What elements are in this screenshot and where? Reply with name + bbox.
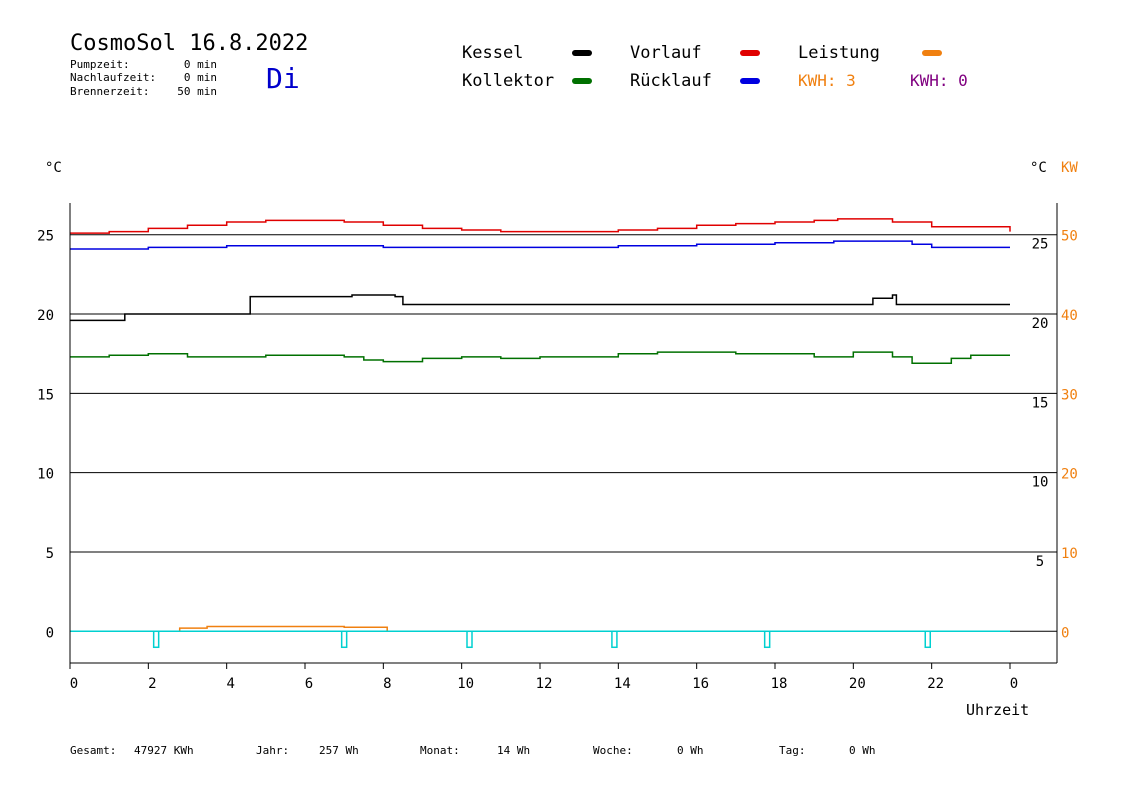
x-tick-label: 6	[305, 676, 313, 692]
y-tick-label-left: 25	[37, 229, 54, 245]
footer-stats: Gesamt: 47927 KWh Jahr: 257 Wh Monat: 14…	[70, 744, 876, 757]
y-tick-label-right-temp: 15	[1032, 395, 1049, 411]
legend-label-vorlauf: Vorlauf	[630, 43, 702, 63]
pump-pulse	[152, 630, 160, 649]
kwh-orange-label: KWH: 3	[798, 71, 856, 90]
pump-pulse	[340, 630, 348, 649]
x-tick-label: 18	[771, 676, 788, 692]
x-tick-label: 14	[614, 676, 631, 692]
footer-value: 0 Wh	[677, 744, 704, 757]
x-tick-label: 16	[692, 676, 709, 692]
legend-label-leistung: Leistung	[798, 43, 880, 63]
y-tick-label-right-temp: 25	[1032, 237, 1049, 253]
axis-layer: 0 5 10 15 20 25 5 10 15 20 25 0 10 20 30 40 50 0 2 4 6 8 10 12 1…	[37, 203, 1078, 692]
stats-block: Pumpzeit: 0 min Nachlaufzeit: 0 min Bren…	[70, 58, 217, 98]
y-tick-label-left: 20	[37, 308, 54, 324]
stat-value: 50 min	[177, 85, 217, 98]
y-tick-label-right-power: 50	[1061, 229, 1078, 245]
footer-label: Woche:	[593, 744, 633, 757]
legend: Kessel Vorlauf Leistung Kollektor Rückla…	[462, 43, 968, 91]
pump-pulse	[924, 630, 931, 649]
pump-pulse	[763, 630, 771, 649]
x-tick-label: 10	[457, 676, 474, 692]
x-tick-label: 0	[70, 676, 78, 692]
x-tick-label: 2	[148, 676, 156, 692]
y-tick-label-right-power: 20	[1061, 467, 1078, 483]
y-tick-label-right-temp: 10	[1032, 475, 1049, 491]
series-line-kessel	[70, 294, 1010, 322]
y-axis-unit-right-temp: °C	[1030, 160, 1047, 176]
stat-label: Pumpzeit:	[70, 58, 130, 71]
footer-label: Jahr:	[256, 744, 289, 757]
footer-label: Gesamt:	[70, 744, 116, 757]
y-tick-label-left: 10	[37, 467, 54, 483]
series-layer	[70, 218, 1011, 649]
day-label: Di	[266, 62, 300, 95]
grid-layer	[70, 234, 1057, 632]
stat-value: 0 min	[184, 71, 217, 84]
x-axis-title: Uhrzeit	[966, 701, 1029, 719]
y-tick-label-left: 0	[46, 625, 54, 641]
y-axis-unit-left: °C	[45, 160, 62, 176]
y-tick-label-right-temp: 5	[1036, 554, 1044, 570]
x-tick-label: 12	[536, 676, 553, 692]
y-tick-label-right-power: 40	[1061, 308, 1078, 324]
pump-pulse	[611, 630, 618, 649]
x-tick-label: 20	[849, 676, 866, 692]
footer-value: 14 Wh	[497, 744, 530, 757]
series-line-leistung	[70, 625, 1010, 633]
x-tick-label: 22	[927, 676, 944, 692]
footer-value: 0 Wh	[849, 744, 876, 757]
footer-label: Monat:	[420, 744, 460, 757]
legend-label-ruecklauf: Rücklauf	[630, 71, 712, 91]
y-tick-label-left: 15	[37, 387, 54, 403]
x-tick-label: 4	[226, 676, 234, 692]
kwh-purple-label: KWH: 0	[910, 71, 968, 90]
x-tick-label: 0	[1010, 676, 1018, 692]
pump-pulse	[466, 630, 473, 649]
stat-label: Nachlaufzeit:	[70, 71, 156, 84]
y-tick-label-right-power: 10	[1061, 546, 1078, 562]
footer-value: 257 Wh	[319, 744, 359, 757]
y-tick-label-right-power: 0	[1061, 625, 1069, 641]
footer-label: Tag:	[779, 744, 806, 757]
footer-value: 47927 KWh	[134, 744, 194, 757]
y-tick-label-left: 5	[46, 546, 54, 562]
page-title: CosmoSol 16.8.2022	[70, 31, 308, 56]
stat-label: Brennerzeit:	[70, 85, 149, 98]
series-line-vorlauf	[70, 218, 1011, 234]
y-tick-label-right-temp: 20	[1032, 316, 1049, 332]
series-line-kollektor	[70, 351, 1010, 364]
series-line-rcklauf	[70, 240, 1010, 250]
stat-value: 0 min	[184, 58, 217, 71]
legend-label-kollektor: Kollektor	[462, 71, 554, 91]
legend-label-kessel: Kessel	[462, 43, 523, 63]
x-tick-label: 8	[383, 676, 391, 692]
y-tick-label-right-power: 30	[1061, 387, 1078, 403]
y-axis-unit-right-power: KW	[1061, 160, 1078, 176]
